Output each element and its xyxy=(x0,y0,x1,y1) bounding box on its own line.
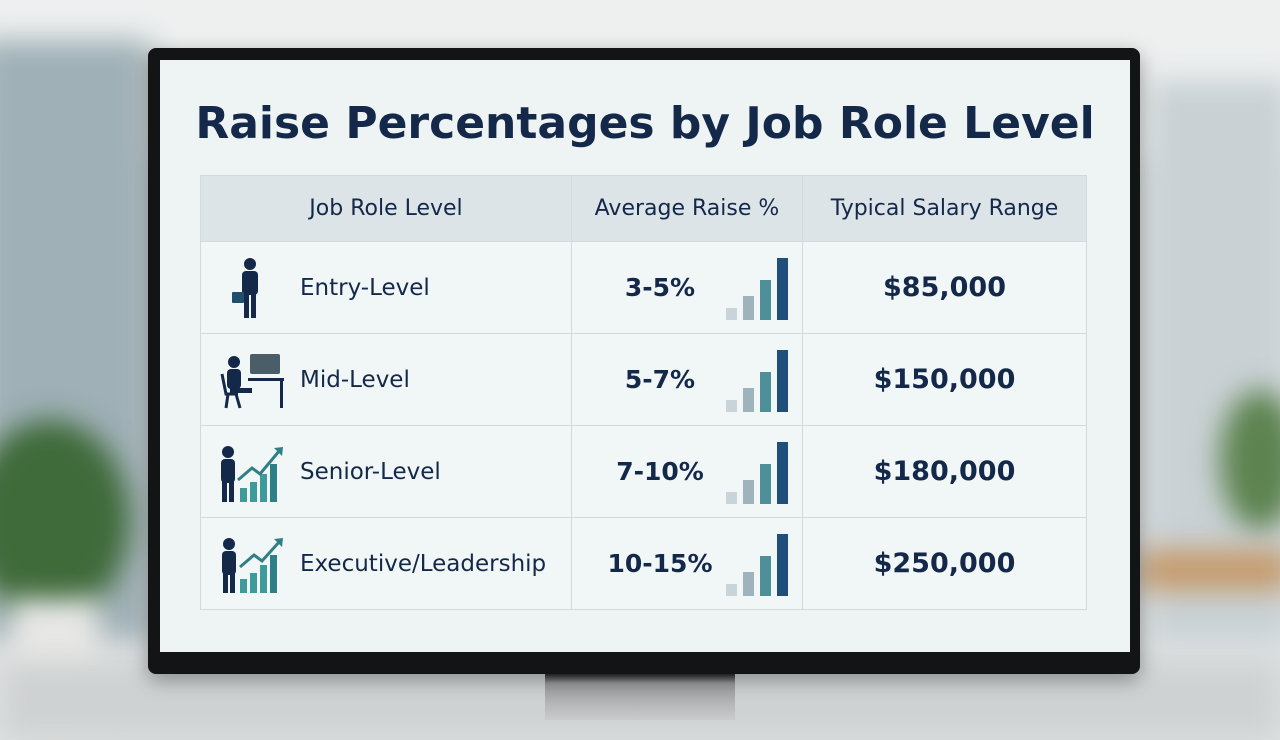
window xyxy=(1150,80,1280,640)
bar-icon xyxy=(726,350,788,412)
title: Raise Percentages by Job Role Level xyxy=(195,98,1095,149)
row-cell xyxy=(200,241,572,334)
bar-icon-bar xyxy=(777,534,788,596)
column-header: Typical Salary Range xyxy=(802,175,1087,242)
column-header: Average Raise % xyxy=(571,175,803,242)
row-cell xyxy=(802,241,1087,334)
raise-percent: 10-15% xyxy=(607,549,713,578)
bar-icon-bar xyxy=(760,464,771,504)
column-header: Job Role Level xyxy=(200,175,572,242)
bar-icon-bar xyxy=(726,492,737,504)
raise-percent: 5-7% xyxy=(624,365,696,394)
entry-icon xyxy=(232,258,258,318)
bar-icon-bar xyxy=(777,350,788,412)
bar-icon xyxy=(726,258,788,320)
bar-icon-bar xyxy=(777,442,788,504)
bar-icon-bar xyxy=(726,584,737,596)
desk xyxy=(1140,550,1280,590)
bar-icon-bar xyxy=(726,400,737,412)
salary: $250,000 xyxy=(873,548,1016,579)
job-level: Executive/Leadership xyxy=(300,550,547,577)
bar-icon-bar xyxy=(743,572,754,596)
bar-icon-bar xyxy=(743,480,754,504)
bar-icon-bar xyxy=(760,372,771,412)
row-cell xyxy=(802,517,1087,610)
job-level: Mid-Level xyxy=(300,366,410,393)
bar-icon xyxy=(726,534,788,596)
senior-icon xyxy=(221,446,283,502)
row-cell xyxy=(200,517,572,610)
salary: $150,000 xyxy=(873,364,1016,395)
plant xyxy=(0,420,130,620)
salary: $85,000 xyxy=(883,272,1006,303)
bar-icon-bar xyxy=(726,308,737,320)
salary: $180,000 xyxy=(873,456,1016,487)
bar-icon-bar xyxy=(743,296,754,320)
bar-icon xyxy=(726,442,788,504)
job-level: Entry-Level xyxy=(300,274,430,301)
executive-icon xyxy=(222,538,283,593)
row-cell xyxy=(802,333,1087,426)
raise-percent: 7-10% xyxy=(616,457,704,486)
mid-icon xyxy=(220,354,284,409)
plant xyxy=(1220,390,1280,530)
job-level: Senior-Level xyxy=(300,458,441,485)
bar-icon-bar xyxy=(760,556,771,596)
bar-icon-bar xyxy=(760,280,771,320)
bar-icon-bar xyxy=(777,258,788,320)
monitor-stand xyxy=(545,674,735,720)
row-cell xyxy=(802,425,1087,518)
raise-percent: 3-5% xyxy=(624,273,696,302)
bar-icon-bar xyxy=(743,388,754,412)
